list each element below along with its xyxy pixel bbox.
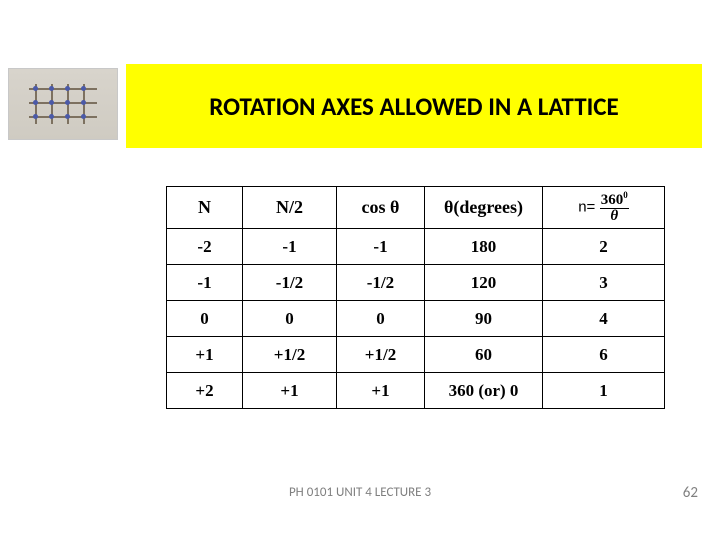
formula-den: θ [610, 208, 618, 224]
cell-c4: 2 [543, 229, 665, 265]
footer-text: PH 0101 UNIT 4 LECTURE 3 [0, 485, 720, 500]
cell-c3: 180 [425, 229, 543, 265]
lattice-scaffold-icon [29, 84, 97, 124]
cell-c2: +1/2 [337, 337, 425, 373]
cell-c4: 3 [543, 265, 665, 301]
cell-c4: 6 [543, 337, 665, 373]
formula-exp: 0 [623, 190, 628, 200]
cell-c0: +2 [167, 373, 243, 409]
lattice-thumbnail-inner [9, 69, 117, 139]
cell-c1: -1 [243, 229, 337, 265]
cell-c4: 4 [543, 301, 665, 337]
table-header-row: N N/2 cos θ θ(degrees) n= 3600 θ [167, 187, 665, 229]
cell-c0: -1 [167, 265, 243, 301]
th-n-prefix: n= [578, 199, 595, 216]
cell-c1: +1 [243, 373, 337, 409]
cell-c1: +1/2 [243, 337, 337, 373]
cell-c1: 0 [243, 301, 337, 337]
cell-c4: 1 [543, 373, 665, 409]
th-n: n= 3600 θ [543, 187, 665, 229]
rotation-axes-table: N N/2 cos θ θ(degrees) n= 3600 θ -2-1-11… [166, 186, 665, 409]
cell-c2: -1 [337, 229, 425, 265]
cell-c0: +1 [167, 337, 243, 373]
cell-c3: 360 (or) 0 [425, 373, 543, 409]
cell-c2: -1/2 [337, 265, 425, 301]
cell-c0: -2 [167, 229, 243, 265]
lattice-thumbnail [8, 68, 118, 140]
cell-c2: +1 [337, 373, 425, 409]
table-row: +1+1/2+1/2606 [167, 337, 665, 373]
cell-c2: 0 [337, 301, 425, 337]
table-row: -2-1-11802 [167, 229, 665, 265]
th-N2: N/2 [243, 187, 337, 229]
formula-icon: 3600 θ [600, 191, 629, 224]
page-number: 62 [683, 484, 698, 502]
table-body: -2-1-11802-1-1/2-1/21203000904+1+1/2+1/2… [167, 229, 665, 409]
th-cos: cos θ [337, 187, 425, 229]
cell-c3: 120 [425, 265, 543, 301]
th-theta: θ(degrees) [425, 187, 543, 229]
table-row: -1-1/2-1/21203 [167, 265, 665, 301]
cell-c0: 0 [167, 301, 243, 337]
table-row: 000904 [167, 301, 665, 337]
formula-num: 360 [601, 192, 624, 208]
table-row: +2+1+1360 (or) 01 [167, 373, 665, 409]
page-title: ROTATION AXES ALLOWED IN A LATTICE [209, 91, 618, 122]
cell-c1: -1/2 [243, 265, 337, 301]
cell-c3: 90 [425, 301, 543, 337]
th-N: N [167, 187, 243, 229]
title-bar: ROTATION AXES ALLOWED IN A LATTICE [126, 64, 702, 148]
cell-c3: 60 [425, 337, 543, 373]
